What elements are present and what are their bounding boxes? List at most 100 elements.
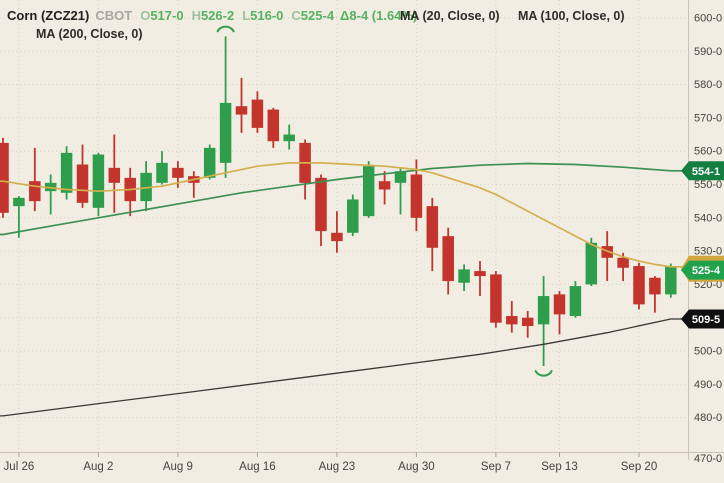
legend-ma200: MA (200, Close, 0) (36, 27, 143, 41)
candle-jul-29 (60, 146, 73, 200)
candle-aug-23 (331, 211, 343, 253)
candle-sep-13 (553, 291, 566, 335)
candle-sep-15 (585, 237, 598, 287)
change-quote: Δ8-4 (1.64%) (340, 8, 418, 23)
candle-jul-27 (29, 147, 41, 212)
candle-body (394, 171, 407, 183)
badge-ma200 (681, 309, 724, 329)
y-axis-label-540-0: 540-0 (694, 212, 722, 224)
candle-body (410, 174, 423, 218)
candle-body (60, 152, 73, 193)
candle-body (13, 197, 25, 207)
candle-aug-27 (394, 167, 407, 215)
x-axis-label-aug-30: Aug 30 (398, 461, 434, 473)
chart-header: Corn (ZCZ21) CBOT O517-0 H526-2 L516-0 C525-4… (7, 8, 417, 23)
candle-sep-1 (442, 227, 454, 295)
candle-body (521, 317, 534, 327)
candle-body (92, 154, 105, 208)
y-axis[interactable]: 600-0 590-0 580-0 570-0 560-0 550-0 540-0 530-0… (694, 13, 722, 466)
candle-aug-25 (362, 161, 375, 218)
badge-last-value: 525-4 (692, 265, 721, 277)
legend-ma20: MA (20, Close, 0) (400, 9, 500, 23)
candle-aug-20 (315, 174, 327, 247)
candle-aug-16 (251, 91, 264, 133)
candle-body (331, 232, 343, 242)
candle-sep-9 (521, 311, 534, 338)
x-axis-label-jul-26: Jul 26 (4, 461, 35, 473)
high-quote: H526-2 (191, 8, 235, 23)
ma100-line (0, 162, 688, 236)
candle-sep-21 (649, 276, 661, 313)
candle-jul-30 (76, 144, 89, 208)
candle-aug-5 (140, 161, 152, 212)
y-axis-label-520-0: 520-0 (694, 279, 722, 291)
legend-ma100: MA (100, Close, 0) (518, 9, 625, 23)
candle-body (172, 167, 184, 178)
candle-body (347, 199, 359, 233)
open-quote: O517-0 (140, 8, 184, 23)
candle-aug-24 (347, 194, 359, 237)
candle-aug-4 (124, 167, 136, 217)
candle-sep-10 (537, 276, 550, 366)
badge-ma200-value: 509-5 (692, 314, 720, 326)
x-axis[interactable]: Jul 26 Aug 2 Aug 9 Aug 16 Aug 23 Aug 30 Sep 7 S… (4, 452, 658, 473)
y-axis-label-570-0: 570-0 (694, 112, 722, 124)
symbol-title: Corn (ZCZ21) (7, 8, 90, 23)
candle-body (76, 164, 89, 203)
candle-body (474, 271, 486, 277)
candle-body (569, 286, 582, 317)
y-axis-label-550-0: 550-0 (694, 179, 722, 191)
candle-body (219, 102, 232, 163)
candle-aug-13 (235, 77, 248, 133)
candle-sep-8 (506, 301, 518, 333)
close-quote: C525-4 (291, 8, 335, 23)
arc-over-annotation (216, 25, 235, 33)
candle-jul-23 (0, 137, 9, 218)
candle-sep-2 (458, 264, 470, 292)
y-axis-label-590-0: 590-0 (694, 46, 722, 58)
y-axis-label-480-0: 480-0 (694, 412, 722, 424)
candle-body (458, 269, 470, 283)
candle-body (553, 294, 566, 315)
badge-ma100-value: 554-1 (692, 166, 720, 178)
candle-body (156, 162, 168, 183)
candle-body (29, 181, 41, 202)
x-axis-label-aug-2: Aug 2 (83, 461, 113, 473)
candle-aug-31 (426, 197, 439, 272)
candle-body (378, 181, 391, 190)
candle-sep-14 (569, 281, 582, 318)
candle-aug-3 (108, 134, 121, 213)
candle-aug-30 (410, 159, 423, 232)
candle-sep-22 (665, 263, 677, 298)
candle-body (617, 257, 629, 268)
candle-aug-19 (299, 139, 311, 200)
candle-aug-18 (283, 124, 295, 150)
candle-body (585, 242, 598, 285)
y-axis-label-560-0: 560-0 (694, 146, 722, 158)
candle-body (235, 106, 248, 115)
x-axis-label-sep-7: Sep 7 (481, 461, 511, 473)
badge-ma100 (681, 161, 724, 181)
candle-sep-20 (633, 262, 645, 310)
x-axis-label-sep-13: Sep 13 (541, 461, 577, 473)
ma200-line (0, 318, 688, 417)
y-axis-label-500-0: 500-0 (694, 346, 722, 358)
candle-aug-26 (378, 171, 391, 205)
candle-body (490, 274, 502, 323)
candle-sep-7 (490, 271, 502, 328)
candle-aug-17 (267, 107, 280, 148)
candle-body (108, 167, 121, 183)
candle-body (315, 177, 327, 232)
candle-aug-11 (203, 144, 216, 180)
candle-sep-3 (474, 261, 486, 297)
ma20-line (0, 162, 688, 268)
candle-jul-28 (44, 174, 57, 215)
candle-sep-16 (601, 231, 613, 282)
candle-aug-12 (219, 36, 232, 178)
x-axis-label-sep-20: Sep 20 (621, 461, 657, 473)
candle-body (426, 206, 439, 248)
y-axis-label-470-0: 470-0 (694, 453, 722, 465)
candle-body (633, 266, 645, 305)
